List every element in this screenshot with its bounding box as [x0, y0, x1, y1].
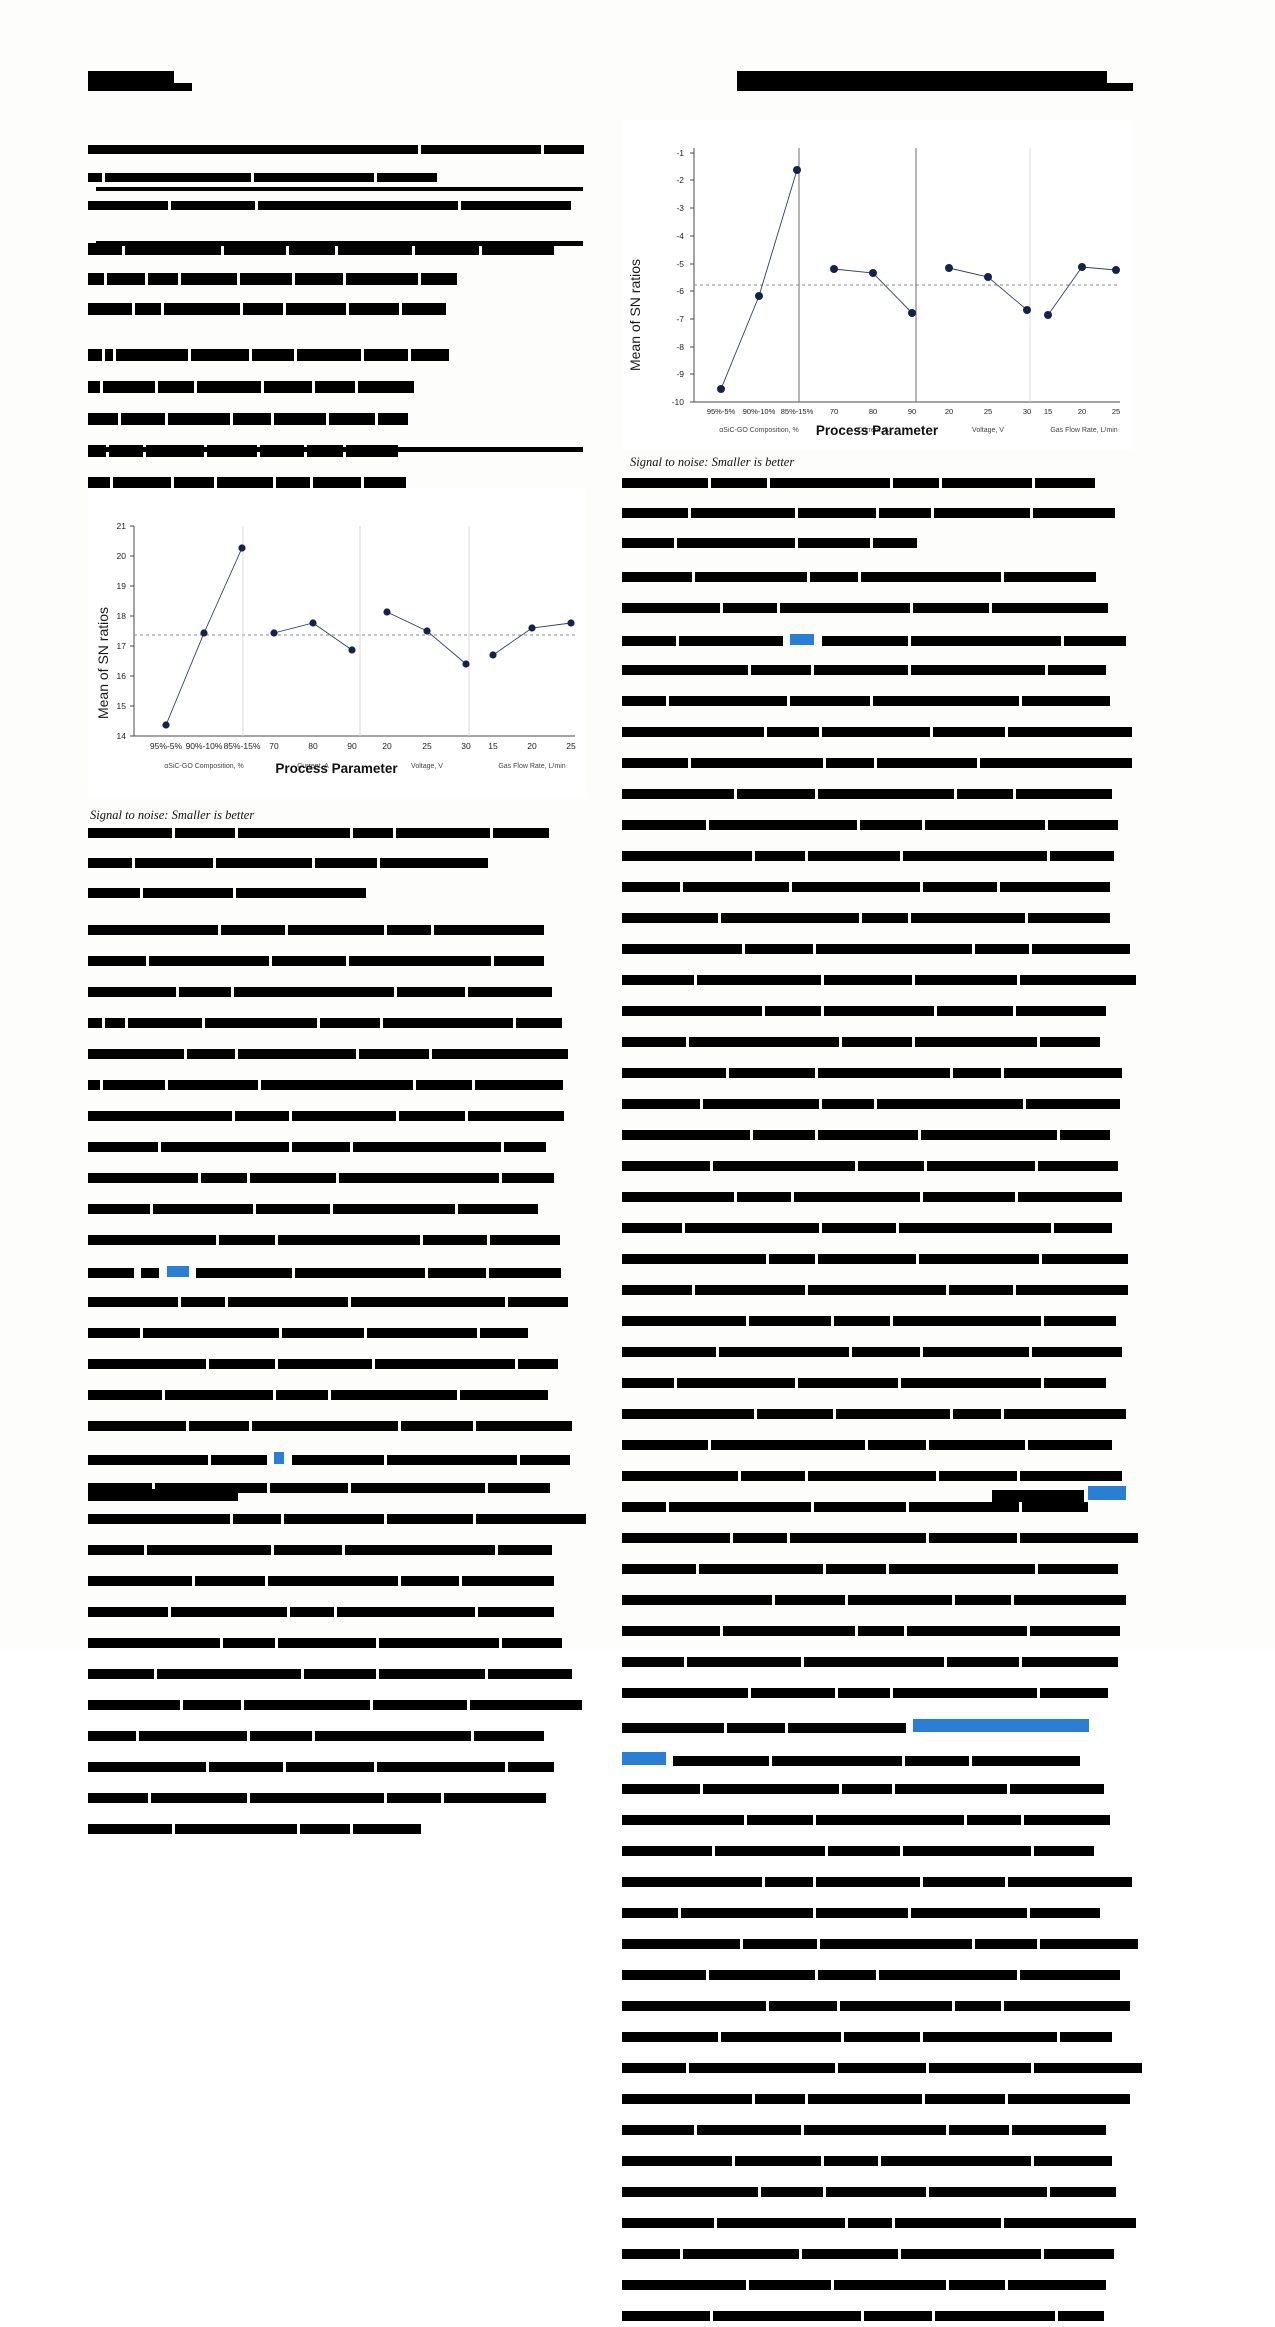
series-panel-gasflow	[489, 619, 575, 659]
svg-text:85%-15%: 85%-15%	[224, 741, 261, 751]
left-figure-note-redacted	[88, 828, 585, 898]
svg-text:15: 15	[117, 701, 127, 711]
footer-badge[interactable]	[1088, 1486, 1127, 1500]
svg-text:-9: -9	[676, 369, 684, 379]
series-panel-voltage	[945, 264, 1031, 314]
svg-text:70: 70	[269, 741, 279, 751]
svg-text:25: 25	[984, 407, 992, 416]
svg-text:-8: -8	[676, 342, 684, 352]
right-column-body-text-redacted	[622, 572, 1142, 2321]
svg-text:-5: -5	[676, 259, 684, 269]
svg-text:15: 15	[1044, 407, 1052, 416]
svg-text:Current, A: Current, A	[857, 427, 889, 434]
svg-text:25: 25	[566, 741, 576, 751]
svg-text:85%-15%: 85%-15%	[781, 407, 814, 416]
figure-caption-top-right: Signal to noise: Smaller is better	[630, 455, 795, 469]
footer-left-redacted	[88, 1486, 238, 1504]
svg-text:Voltage, V: Voltage, V	[411, 763, 443, 770]
svg-text:18: 18	[117, 611, 127, 621]
svg-text:-1: -1	[676, 148, 684, 158]
inline-citation-link[interactable]	[790, 634, 815, 645]
svg-text:14: 14	[117, 731, 127, 741]
svg-text:-10: -10	[672, 397, 685, 407]
svg-text:17: 17	[117, 641, 127, 651]
reference-link-continued[interactable]	[622, 1752, 666, 1765]
svg-text:20: 20	[117, 551, 127, 561]
left-column-body-text-redacted	[88, 925, 586, 1834]
reference-link[interactable]	[913, 1719, 1090, 1732]
svg-text:Current, A: Current, A	[297, 763, 329, 770]
y-tick-group: -1 -2 -3 -4 -5 -6 -7 -8 -9 -10	[672, 148, 694, 407]
series-panel-composition	[717, 166, 801, 393]
svg-text:90: 90	[347, 741, 357, 751]
svg-text:αSiC-GO Composition, %: αSiC-GO Composition, %	[719, 427, 799, 434]
svg-text:-7: -7	[676, 314, 684, 324]
svg-text:20: 20	[1078, 407, 1086, 416]
svg-text:20: 20	[382, 741, 392, 751]
svg-text:-2: -2	[676, 175, 684, 185]
series-panel-voltage	[383, 608, 470, 668]
svg-text:19: 19	[117, 581, 127, 591]
svg-text:80: 80	[869, 407, 877, 416]
series-panel-current	[830, 265, 916, 317]
svg-text:αSiC-GO Composition, %: αSiC-GO Composition, %	[164, 763, 244, 770]
svg-text:80: 80	[308, 741, 318, 751]
x-tick-labels: 95%-5% 90%-10% 85%-15% 70 80 90 20 25 30…	[707, 407, 1120, 416]
svg-text:-4: -4	[676, 231, 684, 241]
svg-text:-3: -3	[676, 203, 684, 213]
svg-text:16: 16	[117, 671, 127, 681]
svg-text:30: 30	[461, 741, 471, 751]
left-page-header	[88, 68, 192, 91]
svg-text:90: 90	[908, 407, 916, 416]
svg-text:Gas Flow Rate, L/min: Gas Flow Rate, L/min	[1050, 427, 1117, 434]
svg-text:25: 25	[422, 741, 432, 751]
panel-group-labels: αSiC-GO Composition, % Current, A Voltag…	[719, 427, 1118, 434]
svg-text:90%-10%: 90%-10%	[743, 407, 776, 416]
svg-text:15: 15	[488, 741, 498, 751]
x-axis-title: Process Parameter	[815, 423, 939, 438]
y-axis-label: Mean of SN ratios	[627, 259, 643, 371]
footer-right-redacted	[992, 1486, 1129, 1505]
inline-citation-link[interactable]	[274, 1452, 285, 1464]
main-effects-chart-bottom-left: Mean of SN ratios 21 20 19 18 17 16 15 1…	[88, 488, 585, 798]
svg-text:25: 25	[1112, 407, 1120, 416]
right-page-header	[737, 68, 1133, 91]
svg-text:21: 21	[117, 521, 127, 531]
y-tick-group: 21 20 19 18 17 16 15 14	[117, 521, 134, 741]
left-column-table-redacted	[88, 145, 585, 713]
y-axis-label: Mean of SN ratios	[95, 607, 111, 719]
figure-caption-bottom-left: Signal to noise: Smaller is better	[90, 808, 255, 822]
svg-text:Gas Flow Rate, L/min: Gas Flow Rate, L/min	[498, 763, 565, 770]
x-tick-labels: 95%-5% 90%-10% 85%-15% 70 80 90 20 25 30…	[150, 741, 576, 751]
series-panel-current	[270, 619, 356, 654]
svg-text:95%-5%: 95%-5%	[150, 741, 183, 751]
svg-text:20: 20	[945, 407, 953, 416]
right-figure-note-redacted	[622, 478, 1132, 548]
chart-svg-top-right: Mean of SN ratios -1 -2 -3 -4 -5 -6 -7 -…	[627, 148, 1120, 434]
chart-svg-bottom-left: Mean of SN ratios 21 20 19 18 17 16 15 1…	[95, 521, 576, 770]
series-panel-gasflow	[1044, 263, 1120, 319]
svg-text:20: 20	[527, 741, 537, 751]
svg-text:Voltage, V: Voltage, V	[972, 427, 1004, 434]
svg-text:95%-5%: 95%-5%	[707, 407, 736, 416]
svg-text:70: 70	[830, 407, 838, 416]
svg-text:30: 30	[1023, 407, 1031, 416]
series-panel-composition	[162, 544, 246, 729]
panel-group-labels: αSiC-GO Composition, % Current, A Voltag…	[164, 763, 566, 770]
inline-citation-link[interactable]	[166, 1266, 189, 1277]
main-effects-chart-top-right: Mean of SN ratios -1 -2 -3 -4 -5 -6 -7 -…	[622, 120, 1132, 450]
svg-text:-6: -6	[676, 286, 684, 296]
svg-text:90%-10%: 90%-10%	[186, 741, 223, 751]
x-axis-title: Process Parameter	[275, 761, 398, 776]
